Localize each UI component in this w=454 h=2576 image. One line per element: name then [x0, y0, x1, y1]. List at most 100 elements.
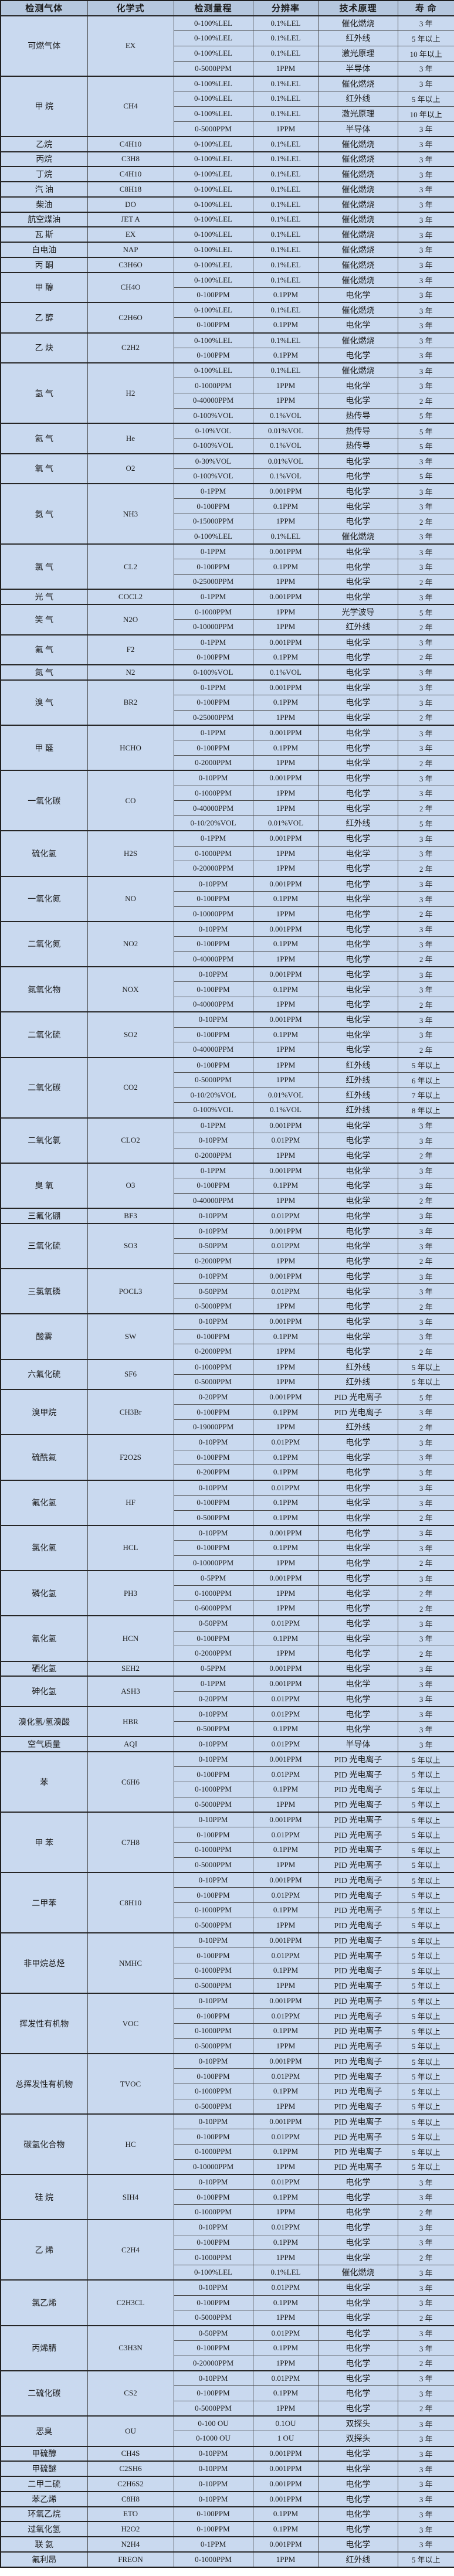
table-row: 0-1000PPM 0.1PPM PID 光电离子 5 年以上	[1, 2023, 454, 2039]
principle-cell: 半导体	[318, 121, 398, 137]
principle-cell: 红外线	[318, 1072, 398, 1088]
table-row: 臭 氧 O3 0-1PPM 0.001PPM 电化学 3 年	[0, 1162, 454, 1209]
lifespan-cell: 10 年以上	[397, 106, 454, 122]
principle-cell: 电化学	[318, 695, 398, 711]
resolution-cell: 0.1%VOL	[252, 438, 319, 454]
lifespan-cell: 3 年	[397, 1494, 454, 1511]
gas-name-cell: 乙 炔	[0, 332, 88, 363]
lifespan-cell: 3 年	[397, 271, 454, 288]
range-cell: 0-100PPM	[173, 981, 253, 997]
table-row: 0-100PPM 0.1PPM 电化学 2 年	[1, 649, 454, 665]
gas-name-cell: 碳氢化合物	[0, 2113, 88, 2175]
range-cell: 0-2000PPM	[173, 1344, 253, 1360]
table-row: 硒化氢 SEH2 0-5PPM 0.001PPM 电化学 3 年	[0, 1660, 454, 1677]
principle-cell: 激光原理	[318, 45, 398, 62]
range-cell: 0-100PPM	[173, 287, 253, 303]
resolution-cell: 0.01PPM	[252, 2219, 319, 2235]
formula-cell: JET A	[87, 211, 174, 227]
principle-cell: 电化学	[318, 936, 398, 952]
table-row: 笑 气 N2O 0-1000PPM 1PPM 光学波导 5 年	[0, 604, 454, 635]
table-row: 0-40000PPM 1PPM 电化学 2 年	[1, 1192, 454, 1209]
range-cell: 0-10PPM	[173, 1993, 253, 2009]
formula-cell: N2H4	[87, 2536, 174, 2553]
column-header-5: 寿 命	[397, 0, 454, 16]
lifespan-cell: 3 年	[397, 2490, 454, 2507]
lifespan-cell: 2 年	[397, 649, 454, 665]
table-row: 0-2000PPM 1PPM 电化学 2 年	[1, 1646, 454, 1661]
principle-cell: 红外线	[318, 2551, 398, 2567]
lifespan-cell: 2 年	[397, 951, 454, 967]
principle-cell: 电化学	[318, 2204, 398, 2220]
resolution-cell: 1PPM	[252, 2204, 319, 2220]
lifespan-cell: 3 年	[397, 2445, 454, 2462]
range-cell: 0-200PPM	[173, 1464, 253, 1480]
resolution-cell: 0.001PPM	[252, 589, 319, 605]
table-row: 0-5000PPM 1PPM PID 光电离子 5 年以上	[1, 1977, 454, 1994]
lifespan-cell: 3 年	[397, 1222, 454, 1239]
resolution-cell: 0.1PPM	[252, 891, 319, 907]
gas-name-cell: 汽 油	[0, 181, 88, 198]
column-header-4: 技术原理	[318, 0, 398, 16]
principle-cell: PID 光电离子	[318, 2129, 398, 2145]
principle-cell: 热传导	[318, 407, 398, 424]
range-cell: 0-1000PPM	[173, 1902, 253, 1918]
lifespan-cell: 3 年	[397, 151, 454, 167]
lifespan-cell: 3 年	[397, 1404, 454, 1420]
lifespan-cell: 3 年	[397, 1630, 454, 1647]
table-row: 非甲烷总烃 NMHC 0-10PPM 0.001PPM PID 光电离子 5 年以上	[0, 1932, 454, 1994]
lifespan-cell: 3 年	[397, 256, 454, 273]
principle-cell: 电化学	[318, 1721, 398, 1737]
table-row: 0-2000PPM 1PPM 电化学 2 年	[1, 1147, 454, 1164]
lifespan-cell: 3 年	[397, 2461, 454, 2477]
resolution-cell: 0.001PPM	[252, 875, 319, 892]
principle-cell: 催化燃烧	[318, 196, 398, 212]
principle-cell: PID 光电离子	[318, 1796, 398, 1813]
resolution-cell: 0.001PPM	[252, 1751, 319, 1768]
principle-cell: 电化学	[318, 770, 398, 786]
lifespan-cell: 3 年	[397, 2370, 454, 2386]
formula-cell: C3H6O	[87, 256, 174, 273]
principle-cell: 电化学	[318, 875, 398, 892]
table-row: 氟利昂 FREON 0-1000PPM 1PPM 红外线 5 年以上	[0, 2551, 454, 2567]
lifespan-cell: 3 年	[397, 679, 454, 695]
lifespan-cell: 3 年	[397, 2324, 454, 2341]
formula-cell: SO2	[87, 1011, 174, 1058]
formula-cell: F2	[87, 634, 174, 665]
table-row: 二氧化氯 CLO2 0-1PPM 0.001PPM 电化学 3 年	[0, 1117, 454, 1164]
table-body: 可燃气体 EX 0-100%LEL 0.1%LEL 催化燃烧 3 年 0-100%LEL 0.…	[0, 15, 454, 2567]
table-row: 碳氢化合物 HC 0-10PPM 0.001PPM PID 光电离子 5 年以上	[0, 2113, 454, 2175]
principle-cell: 电化学	[318, 755, 398, 771]
table-row: 0-100PPM 0.1PPM 电化学 3 年	[1, 559, 454, 575]
column-header-0: 检测气体	[0, 0, 88, 16]
lifespan-cell: 5 年以上	[397, 2038, 454, 2054]
lifespan-cell: 2 年	[397, 1253, 454, 1269]
resolution-cell: 0.1PPM	[252, 1963, 319, 1979]
lifespan-cell: 3 年	[397, 589, 454, 605]
resolution-cell: 0.001PPM	[252, 1011, 319, 1028]
resolution-cell: 0.1%LEL	[252, 528, 319, 545]
range-cell: 0-40000PPM	[173, 1042, 253, 1058]
lifespan-cell: 5 年	[397, 407, 454, 424]
principle-cell: 电化学	[318, 2476, 398, 2492]
principle-cell: 电化学	[318, 1027, 398, 1043]
gas-name-cell: 非甲烷总烃	[0, 1932, 88, 1994]
lifespan-cell: 3 年	[397, 317, 454, 333]
formula-cell: C2H4	[87, 2219, 174, 2281]
lifespan-cell: 2 年	[397, 514, 454, 529]
principle-cell: 电化学	[318, 2355, 398, 2371]
principle-cell: 电化学	[318, 1238, 398, 1254]
table-row: 0-40000PPM 1PPM 电化学 2 年	[1, 393, 454, 409]
gas-name-cell: 丙烯腈	[0, 2324, 88, 2371]
lifespan-cell: 3 年	[397, 135, 454, 152]
resolution-cell: 0.1PPM	[252, 1328, 319, 1345]
formula-cell: EX	[87, 15, 174, 77]
table-row: 空气质量 AQI 0-10PPM 0.01PPM 半导体 3 年	[0, 1736, 454, 1752]
lifespan-cell: 2 年	[397, 2355, 454, 2371]
gas-name-cell: 硒化氢	[0, 1660, 88, 1677]
resolution-cell: 0.1%LEL	[252, 30, 319, 46]
lifespan-cell: 3 年	[397, 559, 454, 575]
table-row: 甲 苯 C7H8 0-10PPM 0.001PPM PID 光电离子 5 年以上	[0, 1812, 454, 1873]
gas-name-cell: 苯	[0, 1751, 88, 1813]
resolution-cell: 0.1PPM	[252, 1404, 319, 1420]
